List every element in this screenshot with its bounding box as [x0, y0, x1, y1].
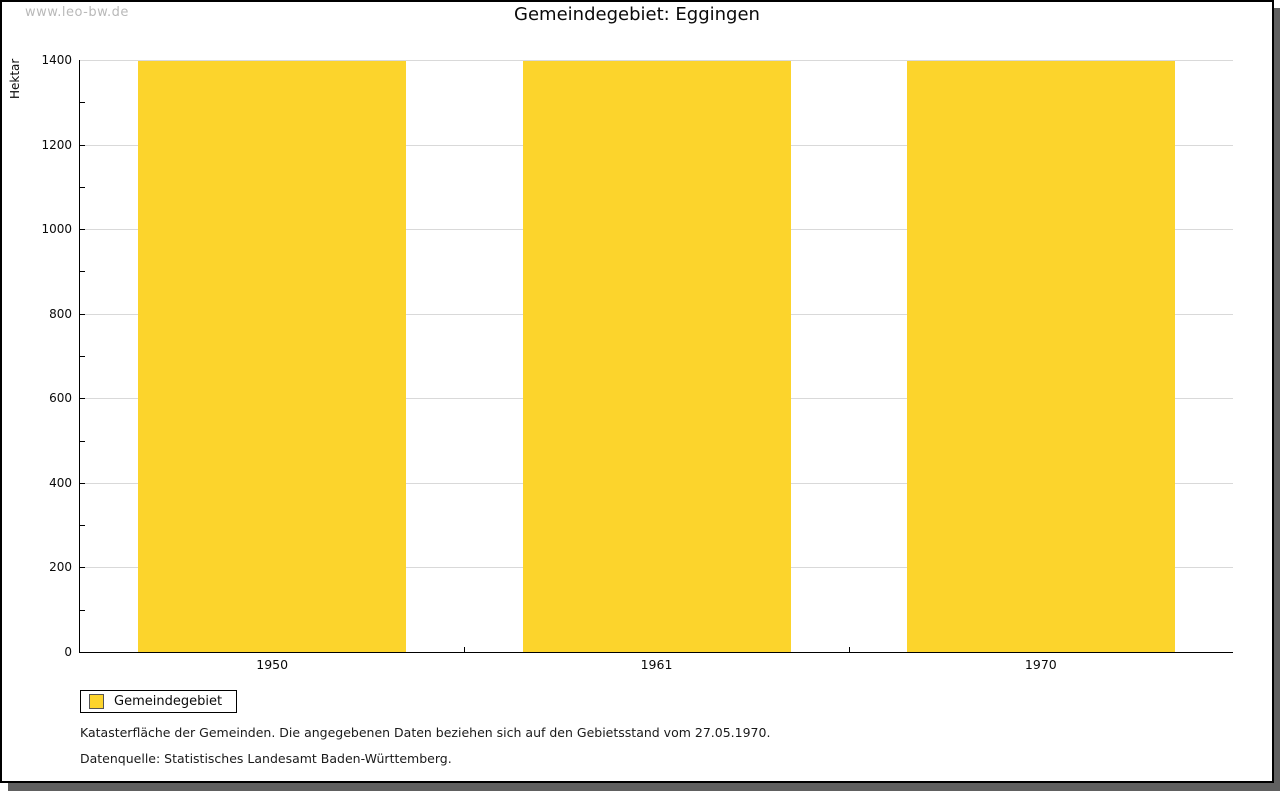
y-tick-label-600: 600	[49, 391, 72, 406]
bar-1970	[906, 61, 1175, 652]
y-tick-1200	[80, 144, 85, 146]
y-tick-label-0: 0	[64, 645, 72, 659]
legend: Gemeindegebiet	[80, 690, 238, 713]
y-tick-label-800: 800	[49, 306, 72, 321]
y-tick-500	[80, 440, 85, 442]
y-tick-label-200: 200	[49, 560, 72, 575]
y-tick-1000	[80, 229, 85, 231]
y-tick-600	[80, 398, 85, 400]
y-tick-label-400: 400	[49, 475, 72, 490]
gridline-y-1400	[80, 60, 1233, 61]
chart-title: Gemeindegebiet: Eggingen	[514, 4, 760, 25]
footnote-source: Datenquelle: Statistisches Landesamt Bad…	[80, 751, 452, 766]
y-tick-label-1200: 1200	[41, 137, 72, 152]
x-tick-label-1970: 1970	[1024, 657, 1057, 672]
footnote-description: Katasterfläche der Gemeinden. Die angege…	[80, 725, 771, 740]
y-tick-900	[80, 271, 85, 273]
y-tick-400	[80, 482, 85, 484]
y-tick-800	[80, 313, 85, 315]
y-tick-200	[80, 567, 85, 569]
x-boundary-tick-1	[464, 647, 466, 652]
x-tick-label-1950: 1950	[256, 657, 289, 672]
plot-area: 0 200 400 600 800 1000 1200 1400 1950 1961 1970	[41, 53, 1233, 672]
y-tick-100	[80, 609, 85, 611]
legend-label: Gemeindegebiet	[114, 694, 223, 709]
bar-1950	[138, 61, 407, 652]
y-tick-300	[80, 525, 85, 527]
x-boundary-tick-2	[848, 647, 850, 652]
y-tick-label-1400: 1400	[41, 53, 72, 67]
x-tick-label-1961: 1961	[640, 657, 673, 672]
y-tick-1100	[80, 186, 85, 188]
y-tick-1300	[80, 102, 85, 104]
watermark-url: www.leo-bw.de	[25, 5, 129, 20]
y-tick-700	[80, 356, 85, 357]
y-tick-label-1000: 1000	[41, 222, 72, 237]
legend-swatch-icon	[89, 694, 104, 709]
bar-1961	[522, 61, 791, 652]
